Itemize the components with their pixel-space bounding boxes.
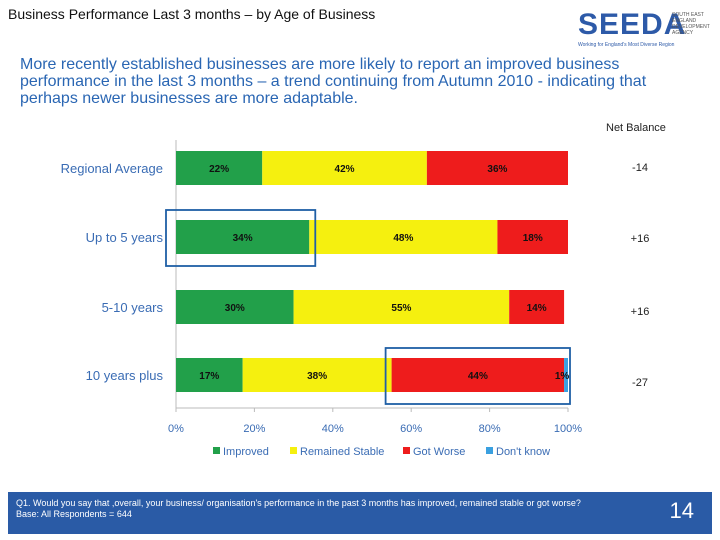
legend-label: Don't know	[496, 446, 550, 458]
bar-segment	[176, 290, 294, 324]
slide-title: Business Performance Last 3 months – by …	[8, 6, 376, 22]
logo-wordmark: SEEDA	[578, 8, 687, 41]
net-balance-value: +16	[630, 233, 650, 245]
data-label: 18%	[523, 233, 543, 244]
net-balance-value: -27	[632, 377, 648, 389]
data-label: 17%	[199, 371, 219, 382]
highlight-box	[384, 347, 571, 405]
bar-segment	[176, 151, 263, 185]
x-tick-label: 40%	[322, 423, 344, 435]
page-number: 14	[669, 498, 694, 523]
bar-segment	[293, 290, 510, 324]
base-text: Base: All Respondents = 644	[16, 509, 132, 519]
category-label: 5-10 years	[102, 300, 164, 315]
legend-label: Got Worse	[413, 446, 465, 458]
net-balance-heading: Net Balance	[606, 122, 666, 134]
data-label: 30%	[225, 303, 245, 314]
legend-label: Remained Stable	[300, 446, 384, 458]
data-label: 14%	[527, 303, 547, 314]
x-tick-label: 0%	[168, 423, 184, 435]
net-balance-value: +16	[630, 306, 650, 318]
bar-segment	[497, 220, 568, 254]
bar-segment	[426, 151, 568, 185]
x-tick-label: 60%	[400, 423, 422, 435]
bar-segment	[309, 220, 498, 254]
legend-swatch	[486, 447, 493, 454]
data-label: 48%	[393, 233, 413, 244]
legend-label: Improved	[223, 446, 269, 458]
bar-segment	[391, 358, 565, 392]
x-tick-label: 100%	[554, 423, 582, 435]
logo-side-text: SOUTH EAST ENGLAND DEVELOPMENT AGENCY	[672, 12, 710, 36]
data-label: 34%	[233, 233, 253, 244]
category-label: 10 years plus	[86, 368, 164, 383]
data-label: 1%	[555, 371, 570, 382]
data-label: 22%	[209, 164, 229, 175]
bar-segment	[176, 358, 243, 392]
data-label: 42%	[335, 164, 355, 175]
category-label: Up to 5 years	[86, 230, 164, 245]
legend-swatch	[290, 447, 297, 454]
data-label: 55%	[391, 303, 411, 314]
footer-question: Q1. Would you say that ,overall, your bu…	[16, 498, 656, 520]
question-text: Q1. Would you say that ,overall, your bu…	[16, 498, 581, 508]
footer-bar: Q1. Would you say that ,overall, your bu…	[8, 492, 712, 534]
logo-tagline: Working for England's Most Diverse Regio…	[578, 42, 675, 48]
legend-swatch	[403, 447, 410, 454]
legend-swatch	[213, 447, 220, 454]
data-label: 44%	[468, 371, 488, 382]
seeda-logo: SEEDA Working for England's Most Diverse…	[578, 8, 712, 52]
x-tick-label: 80%	[479, 423, 501, 435]
data-label: 36%	[487, 164, 507, 175]
net-balance-value: -14	[632, 162, 648, 174]
bar-segment	[242, 358, 392, 392]
highlight-box	[165, 209, 317, 267]
bar-segment	[262, 151, 427, 185]
lead-text: More recently established businesses are…	[20, 56, 647, 107]
x-tick-label: 20%	[243, 423, 265, 435]
bar-segment	[509, 290, 565, 324]
bar-segment	[176, 220, 310, 254]
bar-segment	[564, 358, 568, 392]
category-label: Regional Average	[61, 161, 163, 176]
data-label: 38%	[307, 371, 327, 382]
